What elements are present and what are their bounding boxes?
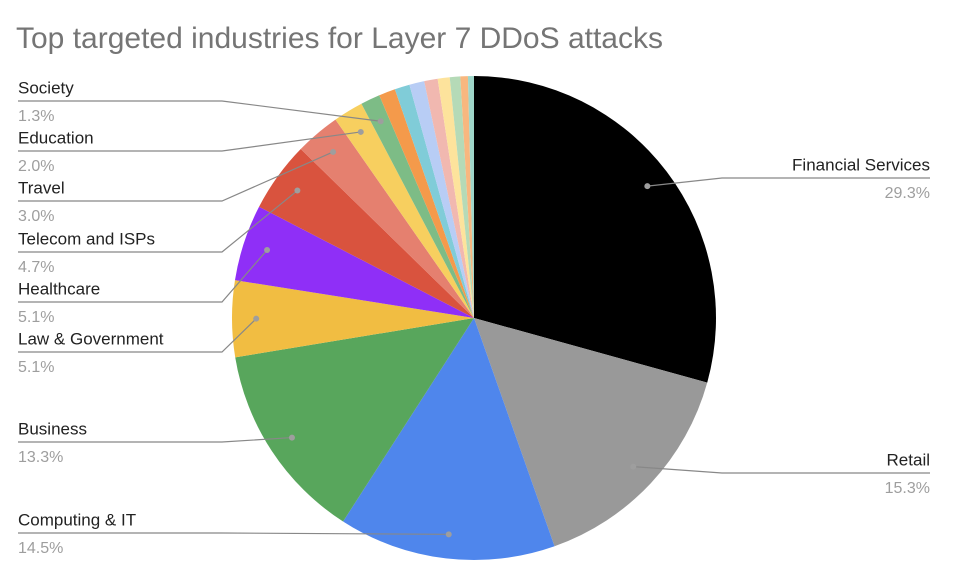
- leader-dot: [264, 247, 271, 254]
- pie-slice: [335, 103, 474, 319]
- value-label: 13.3%: [18, 449, 63, 466]
- leader-line: [18, 190, 298, 253]
- pie-slice: [361, 95, 474, 318]
- slice-label: Travel: [18, 178, 65, 197]
- leader-line: [18, 151, 334, 202]
- leader-dot: [377, 118, 384, 125]
- value-label: 2.0%: [18, 158, 54, 175]
- value-label: 4.7%: [18, 259, 54, 276]
- pie-slice: [343, 318, 555, 560]
- slice-label: Telecom and ISPs: [18, 229, 155, 248]
- slice-label: Education: [18, 128, 94, 147]
- value-label: 3.0%: [18, 208, 54, 225]
- pie-slice: [379, 89, 474, 318]
- value-label: 14.5%: [18, 540, 63, 557]
- pie-slice: [424, 78, 474, 318]
- leader-line: [18, 100, 381, 122]
- pie-slice: [235, 318, 474, 522]
- leader-dot: [357, 128, 364, 135]
- value-label: 1.3%: [18, 108, 54, 125]
- leader-line: [18, 131, 361, 152]
- pie-slice: [394, 84, 474, 318]
- slice-label: Financial Services: [792, 155, 930, 174]
- pie-slice: [437, 77, 474, 318]
- slice-label: Healthcare: [18, 279, 100, 298]
- pie-slice: [409, 81, 474, 319]
- leader-dot: [253, 315, 260, 322]
- leader-line: [647, 177, 930, 187]
- slice-label: Computing & IT: [18, 510, 136, 529]
- value-label: 29.3%: [885, 185, 930, 202]
- leader-dot: [445, 531, 452, 538]
- pie-slice: [474, 76, 716, 383]
- value-label: 5.1%: [18, 359, 54, 376]
- leader-line: [18, 249, 268, 303]
- slice-label: Law & Government: [18, 329, 164, 348]
- value-label: 15.3%: [885, 480, 930, 497]
- pie-slice: [231, 280, 474, 358]
- pie-slice: [467, 76, 474, 318]
- slice-label: Society: [18, 78, 74, 97]
- pie-slice: [259, 149, 474, 318]
- leader-line: [18, 318, 257, 353]
- pie-slice: [300, 119, 474, 318]
- pie-slice: [460, 76, 474, 319]
- pie-slice: [474, 318, 708, 547]
- leader-dot: [630, 463, 637, 470]
- pie-slice: [449, 76, 474, 318]
- leader-dot: [644, 183, 651, 190]
- leader-line: [18, 436, 292, 443]
- slice-label: Business: [18, 419, 87, 438]
- pie-slice: [234, 206, 474, 318]
- value-label: 5.1%: [18, 309, 54, 326]
- leader-dot: [294, 187, 301, 194]
- slice-label: Retail: [887, 450, 930, 469]
- leader-line: [633, 465, 930, 474]
- leader-dot: [330, 148, 337, 155]
- chart-title: Top targeted industries for Layer 7 DDoS…: [16, 22, 663, 55]
- leader-line: [18, 532, 449, 535]
- leader-dot: [288, 434, 295, 441]
